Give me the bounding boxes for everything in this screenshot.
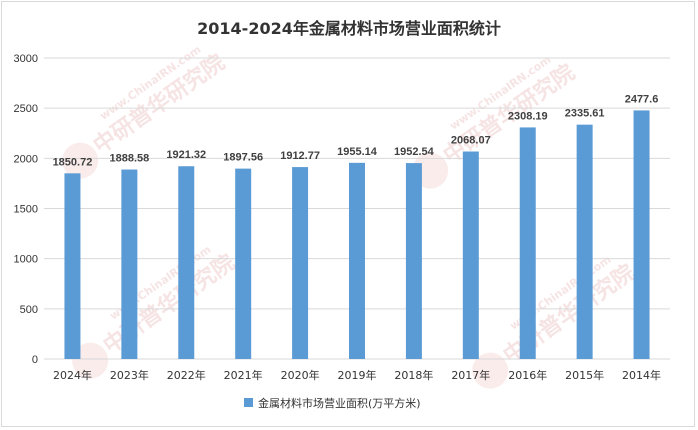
bars [64, 110, 650, 360]
data-labels: 1850.72 1888.58 1921.32 1897.56 1912.77 1955.… [53, 93, 659, 168]
bar [462, 151, 479, 359]
bar [178, 166, 195, 359]
data-label: 1912.77 [280, 150, 320, 162]
data-label: 1955.14 [337, 146, 378, 158]
bar [576, 124, 593, 359]
y-tick-label: 1500 [14, 204, 38, 216]
y-tick-label: 2000 [14, 153, 38, 165]
x-tick-label: 2021年 [224, 368, 263, 382]
x-axis: 2024年 2023年 2022年 2021年 2020年 2019年 2018年 2017年… [53, 368, 661, 382]
y-tick-label: 1000 [14, 254, 38, 266]
x-tick-label: 2019年 [338, 368, 377, 382]
chart-title: 2014-2024年金属材料市场营业面积统计 [197, 19, 501, 38]
data-label: 2335.61 [565, 108, 605, 120]
y-tick-label: 500 [20, 304, 38, 316]
y-axis: 0 500 1000 1500 2000 2500 3000 [14, 53, 38, 366]
bar [349, 162, 365, 359]
x-tick-label: 2015年 [565, 368, 604, 382]
watermark-logo [472, 352, 509, 389]
data-label: 1952.54 [394, 146, 435, 158]
bar [121, 169, 138, 359]
data-label: 1888.58 [109, 153, 149, 165]
x-tick-label: 2014年 [622, 368, 661, 382]
bar [235, 168, 252, 359]
x-tick-label: 2017年 [451, 368, 490, 382]
watermark-logo [62, 142, 99, 179]
bar [633, 110, 650, 360]
x-tick-label: 2022年 [167, 368, 206, 382]
bar [519, 127, 536, 359]
legend: 金属材料市场营业面积(万平方米) [244, 396, 421, 410]
data-label: 1921.32 [166, 149, 206, 161]
y-tick-label: 0 [32, 354, 38, 366]
data-label: 1897.56 [223, 152, 263, 164]
legend-swatch [244, 398, 253, 407]
bar [64, 173, 81, 359]
bar [292, 167, 309, 359]
data-label: 2477.6 [625, 93, 659, 105]
x-tick-label: 2018年 [394, 368, 433, 382]
y-tick-label: 2500 [14, 103, 38, 115]
x-tick-label: 2023年 [110, 368, 149, 382]
watermark-logo [72, 342, 109, 379]
y-tick-label: 3000 [14, 53, 38, 65]
data-label: 2308.19 [508, 110, 548, 122]
bar [405, 163, 422, 359]
data-label: 2068.07 [451, 135, 491, 147]
x-tick-label: 2016年 [508, 368, 547, 382]
data-label: 1850.72 [53, 156, 93, 168]
x-tick-label: 2020年 [281, 368, 320, 382]
legend-label: 金属材料市场营业面积(万平方米) [258, 396, 421, 410]
x-tick-label: 2024年 [53, 368, 92, 382]
